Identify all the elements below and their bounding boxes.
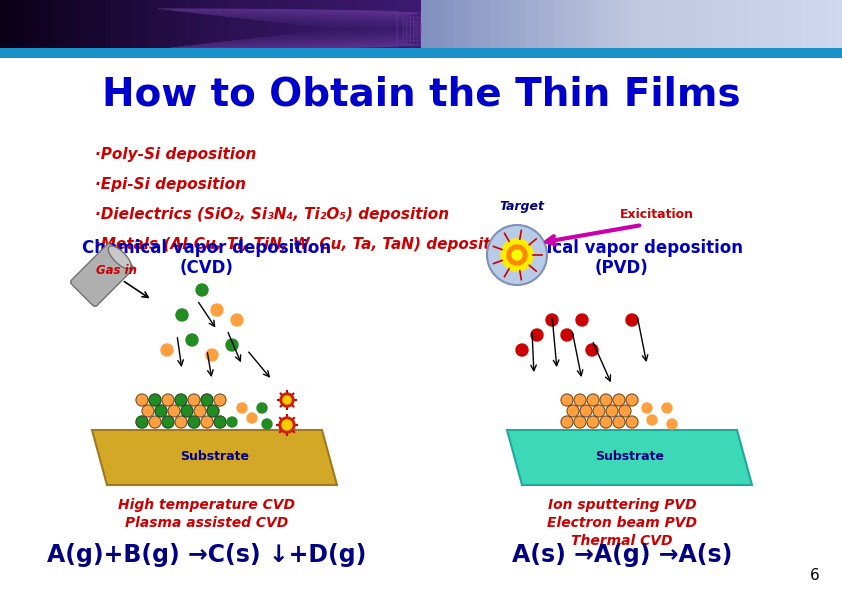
Circle shape [194, 405, 206, 417]
Circle shape [487, 225, 547, 285]
Circle shape [136, 394, 148, 406]
Circle shape [155, 405, 167, 417]
Text: Physical vapor deposition
(PVD): Physical vapor deposition (PVD) [502, 239, 743, 277]
Circle shape [176, 309, 188, 321]
Text: How to Obtain the Thin Films: How to Obtain the Thin Films [102, 76, 740, 114]
Circle shape [647, 415, 657, 425]
Circle shape [626, 314, 638, 326]
Circle shape [531, 329, 543, 341]
Circle shape [626, 416, 638, 428]
Circle shape [226, 339, 238, 351]
Circle shape [283, 396, 291, 404]
Circle shape [247, 413, 257, 423]
Circle shape [186, 334, 198, 346]
Circle shape [586, 344, 598, 356]
Circle shape [613, 394, 625, 406]
Circle shape [201, 416, 213, 428]
Circle shape [162, 416, 174, 428]
Circle shape [214, 394, 226, 406]
Circle shape [662, 403, 672, 413]
Circle shape [227, 417, 237, 427]
Text: A(s) →A(g) →A(s): A(s) →A(g) →A(s) [512, 543, 733, 567]
Circle shape [175, 394, 187, 406]
Bar [0, 48, 842, 58]
Text: Thermal CVD: Thermal CVD [571, 534, 673, 548]
Circle shape [280, 393, 294, 407]
Circle shape [516, 344, 528, 356]
Circle shape [142, 405, 154, 417]
Text: ·Poly-Si deposition: ·Poly-Si deposition [95, 148, 256, 162]
Text: ·Metals (Al-Cu, Ti, TiN, W, Cu, Ta, TaN) deposition: ·Metals (Al-Cu, Ti, TiN, W, Cu, Ta, TaN)… [95, 237, 517, 252]
Circle shape [201, 394, 213, 406]
Circle shape [501, 239, 533, 271]
Text: ·Dielectrics (SiO₂, Si₃N₄, Ti₂O₅) deposition: ·Dielectrics (SiO₂, Si₃N₄, Ti₂O₅) deposi… [95, 208, 449, 223]
Text: Gas in: Gas in [97, 264, 137, 277]
Text: Electron beam PVD: Electron beam PVD [547, 516, 697, 530]
Circle shape [188, 416, 200, 428]
Circle shape [507, 245, 527, 265]
Text: 6: 6 [810, 568, 820, 583]
Circle shape [262, 419, 272, 429]
Circle shape [667, 419, 677, 429]
Ellipse shape [109, 246, 131, 269]
Text: ·Epi-Si deposition: ·Epi-Si deposition [95, 177, 246, 193]
Circle shape [149, 416, 161, 428]
Circle shape [567, 405, 579, 417]
Text: Plasma assisted CVD: Plasma assisted CVD [125, 516, 289, 530]
Circle shape [181, 405, 193, 417]
Circle shape [587, 416, 599, 428]
Circle shape [279, 417, 295, 433]
Circle shape [600, 416, 612, 428]
Circle shape [512, 250, 522, 260]
Circle shape [168, 405, 180, 417]
Circle shape [574, 394, 586, 406]
Circle shape [175, 416, 187, 428]
Circle shape [587, 394, 599, 406]
Polygon shape [92, 430, 337, 485]
Circle shape [606, 405, 618, 417]
Circle shape [282, 420, 292, 430]
Circle shape [149, 394, 161, 406]
Circle shape [257, 403, 267, 413]
FancyBboxPatch shape [71, 243, 134, 306]
Circle shape [231, 314, 243, 326]
Circle shape [188, 394, 200, 406]
Circle shape [574, 416, 586, 428]
Circle shape [561, 329, 573, 341]
Circle shape [600, 394, 612, 406]
Circle shape [561, 394, 573, 406]
Circle shape [161, 344, 173, 356]
Circle shape [206, 349, 218, 361]
Text: Exicitation: Exicitation [620, 208, 694, 221]
Text: Substrate: Substrate [180, 450, 249, 464]
Circle shape [642, 403, 652, 413]
Circle shape [207, 405, 219, 417]
Text: A(g)+B(g) →C(s) ↓+D(g): A(g)+B(g) →C(s) ↓+D(g) [47, 543, 366, 567]
Circle shape [237, 403, 247, 413]
Circle shape [214, 416, 226, 428]
Circle shape [211, 304, 223, 316]
Circle shape [561, 416, 573, 428]
Circle shape [580, 405, 592, 417]
Polygon shape [507, 430, 752, 485]
Circle shape [626, 394, 638, 406]
Text: Ion sputtering PVD: Ion sputtering PVD [547, 498, 696, 512]
Circle shape [136, 416, 148, 428]
Text: Chemical vapor deposition
(CVD): Chemical vapor deposition (CVD) [83, 239, 332, 277]
Circle shape [162, 394, 174, 406]
Circle shape [613, 416, 625, 428]
Text: Target: Target [499, 200, 545, 213]
Circle shape [196, 284, 208, 296]
Text: High temperature CVD: High temperature CVD [119, 498, 296, 512]
Circle shape [593, 405, 605, 417]
Circle shape [546, 314, 558, 326]
Text: Substrate: Substrate [595, 450, 664, 464]
Circle shape [619, 405, 631, 417]
Circle shape [576, 314, 588, 326]
